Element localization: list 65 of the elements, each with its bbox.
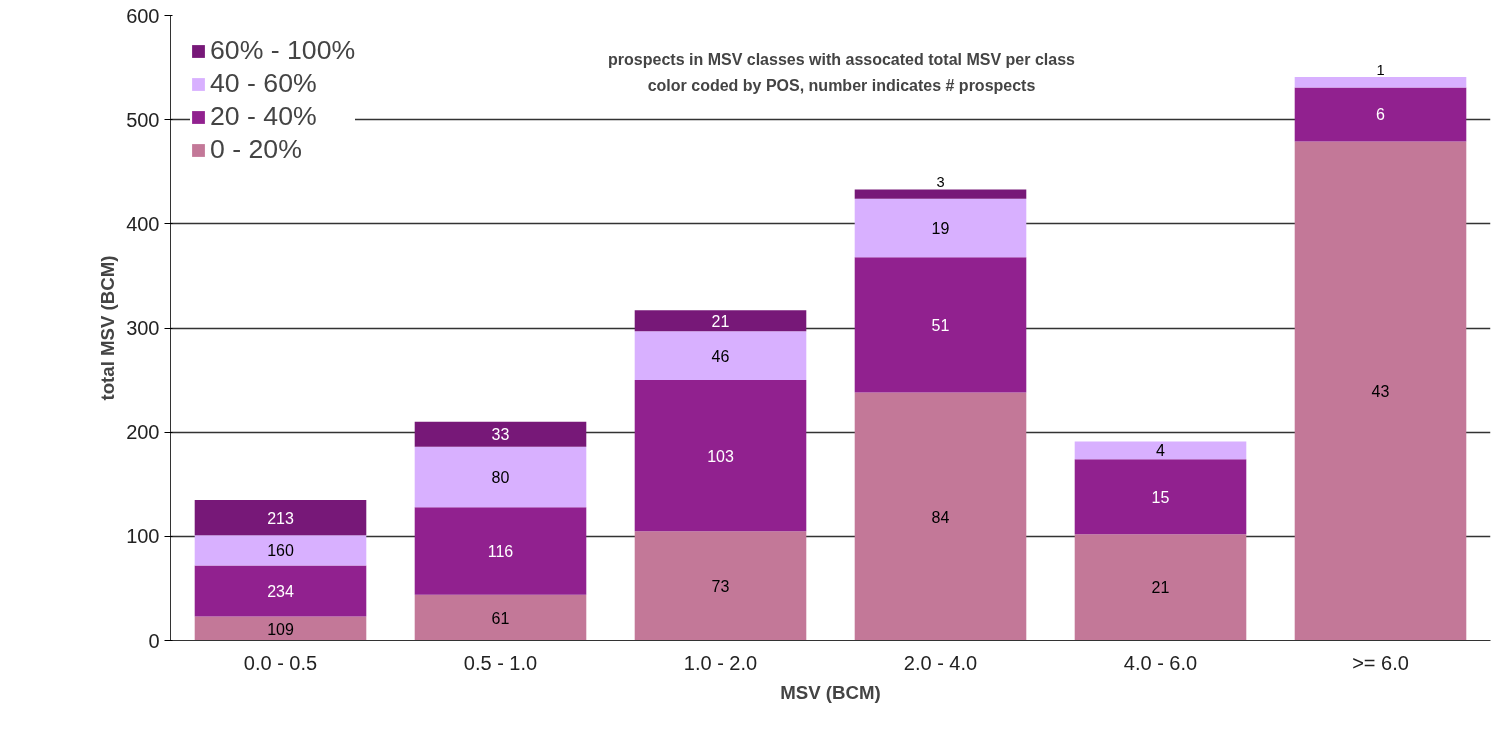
y-tick-label: 400	[126, 212, 160, 235]
annotation: 160	[267, 542, 294, 560]
y-tick-label: 300	[126, 317, 160, 339]
bar	[1074, 459, 1247, 535]
annotation: 1	[1376, 61, 1385, 78]
bar	[194, 535, 367, 566]
bar	[854, 189, 1027, 199]
x-tick-label: 0.5 - 1.0	[463, 651, 538, 674]
text: prospects in MSV classes with assocated total MSV per class	[608, 50, 1076, 68]
bar	[1294, 76, 1467, 88]
x-tick-label: 1.0 - 2.0	[683, 651, 758, 674]
text: color coded by POS, number indicates # prospects	[647, 76, 1036, 94]
bar	[634, 331, 807, 381]
x-tick-label: >= 6.0	[1352, 651, 1409, 674]
annotation: 84	[931, 508, 950, 526]
bar	[414, 594, 587, 641]
bar	[194, 499, 367, 536]
annotation: 51	[931, 316, 950, 334]
bar	[194, 565, 367, 617]
bar	[854, 257, 1027, 393]
legend-label: 20 - 40%	[210, 101, 317, 132]
bar	[1294, 87, 1467, 142]
annotation: 46	[711, 347, 730, 365]
x-tick-label: 0.0 - 0.5	[243, 651, 318, 674]
y-tick-label: 0	[148, 629, 160, 652]
annotation: 43	[1371, 383, 1390, 401]
annotation: 21	[1151, 579, 1170, 597]
annotation: 80	[491, 468, 510, 486]
annotation: 19	[931, 220, 950, 237]
y-tick-label: 500	[126, 108, 160, 131]
bar	[634, 380, 807, 532]
annotation: 213	[267, 509, 294, 527]
bar	[634, 310, 807, 332]
annotation: 73	[711, 577, 730, 595]
y-tick-label: 100	[126, 525, 160, 548]
annotation: 103	[707, 447, 734, 465]
annotation: 33	[491, 426, 510, 444]
annotation: 234	[267, 583, 294, 601]
y-axis-title: total MSV (BCM)	[97, 255, 119, 401]
x-tick-label: 2.0 - 4.0	[903, 651, 978, 674]
annotation: 61	[491, 609, 510, 627]
bar	[1294, 141, 1467, 641]
annotation: 21	[711, 312, 730, 330]
annotation: 15	[1151, 488, 1170, 506]
annotation: 3	[936, 174, 945, 191]
bar	[414, 421, 587, 447]
x-tick-label: 4.0 - 6.0	[1123, 651, 1198, 674]
bar	[194, 616, 367, 641]
y-tick-label: 200	[126, 421, 160, 444]
bar	[854, 392, 1027, 641]
legend-label: 0 - 20%	[210, 134, 302, 165]
legend-label: 60% - 100%	[210, 35, 356, 66]
annotation: 4	[1156, 442, 1166, 460]
annotation: 6	[1376, 106, 1386, 124]
bar	[1074, 534, 1247, 641]
annotation: 109	[267, 620, 294, 638]
legend-label: 40 - 60%	[210, 68, 317, 99]
bar	[1074, 441, 1247, 460]
bar	[634, 531, 807, 641]
y-tick-label: 600	[126, 4, 160, 27]
bar	[414, 507, 587, 595]
x-axis-title: MSV (BCM)	[780, 681, 881, 703]
bar	[854, 198, 1027, 258]
annotation: 116	[487, 542, 514, 560]
bar	[414, 446, 587, 508]
